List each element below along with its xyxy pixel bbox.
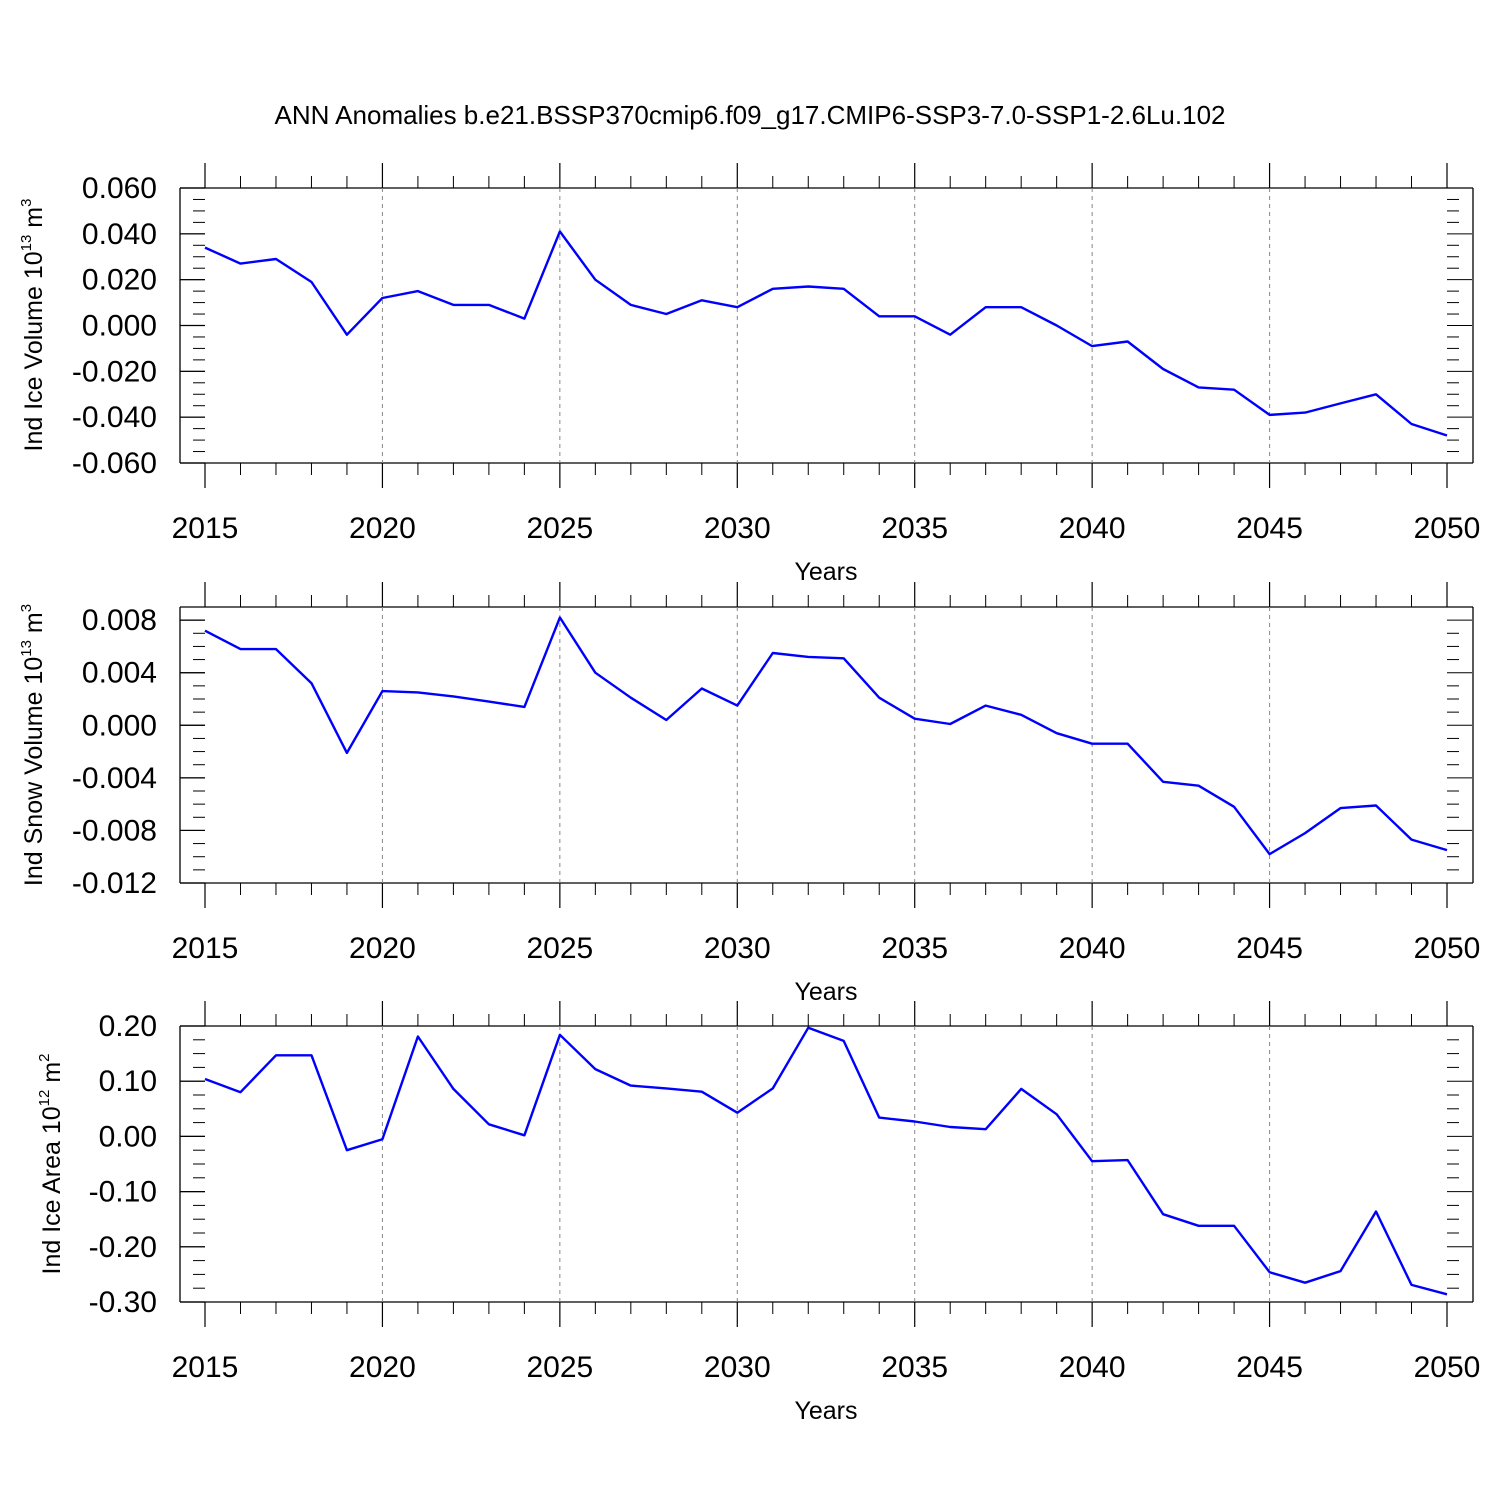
x-tick-label: 2045 xyxy=(1236,512,1303,545)
y-tick-label: 0.008 xyxy=(82,604,157,637)
y-tick-label: 0.040 xyxy=(82,218,157,251)
y-tick-label: 0.10 xyxy=(99,1065,157,1098)
x-tick-label: 2015 xyxy=(172,512,239,545)
y-tick-label: 0.00 xyxy=(99,1120,157,1153)
x-tick-label: 2050 xyxy=(1414,1351,1481,1384)
x-tick-label: 2045 xyxy=(1236,1351,1303,1384)
x-tick-label: 2015 xyxy=(172,932,239,965)
x-tick-label: 2035 xyxy=(881,1351,948,1384)
y-tick-label: -0.060 xyxy=(72,447,157,480)
y-tick-label: -0.004 xyxy=(72,762,157,795)
x-tick-label: 2020 xyxy=(349,512,416,545)
y-tick-label: 0.000 xyxy=(82,310,157,343)
figure-title: ANN Anomalies b.e21.BSSP370cmip6.f09_g17… xyxy=(275,100,1226,130)
x-axis-title: Years xyxy=(794,558,857,586)
x-tick-label: 2040 xyxy=(1059,1351,1126,1384)
x-tick-label: 2045 xyxy=(1236,932,1303,965)
y-tick-label: -0.040 xyxy=(72,401,157,434)
x-tick-label: 2020 xyxy=(349,932,416,965)
y-axis-title: Ind Snow Volume 1013 m3 xyxy=(18,604,48,886)
x-tick-label: 2020 xyxy=(349,1351,416,1384)
y-tick-label: 0.20 xyxy=(99,1010,157,1043)
y-tick-label: -0.30 xyxy=(89,1286,157,1319)
y-axis-title: Ind Ice Area 1012 m2 xyxy=(36,1054,66,1275)
x-tick-label: 2035 xyxy=(881,932,948,965)
x-tick-label: 2025 xyxy=(526,512,593,545)
y-tick-label: 0.060 xyxy=(82,172,157,205)
x-tick-label: 2025 xyxy=(526,932,593,965)
y-tick-label: 0.004 xyxy=(82,657,157,690)
panel-2: 2015 2020 2025 2030 2035 2040 2045 2050 0.008 0.0… xyxy=(18,582,1480,1006)
y-tick-label: -0.020 xyxy=(72,355,157,388)
y-axis-title: Ind Ice Volume 1013 m3 xyxy=(18,199,48,452)
x-axis-title: Years xyxy=(794,1397,857,1425)
x-tick-label: 2035 xyxy=(881,512,948,545)
x-tick-label: 2040 xyxy=(1059,512,1126,545)
x-tick-label: 2030 xyxy=(704,512,771,545)
panel-3: 2015 2020 2025 2030 2035 2040 2045 2050 0.20 0.10… xyxy=(36,1001,1480,1425)
series-line xyxy=(204,230,1448,437)
y-tick-label: 0.000 xyxy=(82,709,157,742)
y-tick-label: -0.012 xyxy=(72,867,157,900)
x-tick-label: 2050 xyxy=(1414,512,1481,545)
panel-1: 2015 2020 2025 2030 2035 2040 2045 2050 0.060 0.0… xyxy=(18,163,1480,586)
series-line xyxy=(204,1026,1448,1296)
x-tick-label: 2030 xyxy=(704,932,771,965)
y-tick-label: 0.020 xyxy=(82,264,157,297)
x-tick-label: 2025 xyxy=(526,1351,593,1384)
panels: 2015 2020 2025 2030 2035 2040 2045 2050 0.060 0.0… xyxy=(18,163,1480,1425)
series-line xyxy=(204,616,1448,856)
x-tick-label: 2040 xyxy=(1059,932,1126,965)
x-tick-label: 2015 xyxy=(172,1351,239,1384)
x-tick-label: 2030 xyxy=(704,1351,771,1384)
y-tick-label: -0.008 xyxy=(72,814,157,847)
x-tick-label: 2050 xyxy=(1414,932,1481,965)
y-tick-label: -0.10 xyxy=(89,1176,157,1209)
y-tick-label: -0.20 xyxy=(89,1231,157,1264)
x-axis-title: Years xyxy=(794,978,857,1006)
